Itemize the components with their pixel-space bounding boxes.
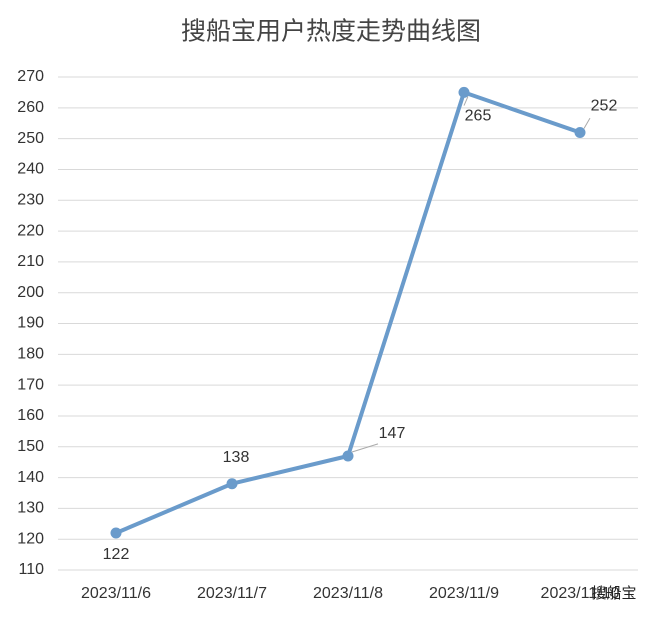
data-label: 265 [465,108,492,125]
y-tick-label: 170 [17,376,44,393]
y-tick-label: 200 [17,284,44,301]
data-point [110,527,122,539]
x-tick-label: 2023/11/9 [429,585,499,602]
y-tick-label: 250 [17,130,44,147]
watermark: 搜船宝 [591,585,636,602]
y-tick-label: 110 [18,561,44,578]
y-tick-label: 160 [17,407,44,424]
y-tick-label: 190 [17,315,44,332]
y-tick-label: 230 [17,191,44,208]
leader-line [583,117,591,129]
data-point [458,86,470,98]
y-tick-label: 210 [17,253,44,270]
data-label: 252 [591,98,618,115]
data-label: 138 [223,449,250,466]
data-point [342,450,354,462]
data-label: 122 [103,546,130,563]
x-tick-label: 2023/11/7 [197,585,267,602]
leader-line [463,96,469,106]
y-tick-label: 150 [17,438,44,455]
y-tick-label: 140 [17,469,44,486]
data-label: 147 [379,425,406,442]
leader-line [351,443,379,453]
chart-title: 搜船宝用户热度走势曲线图 [181,18,481,46]
y-tick-label: 180 [17,346,44,363]
x-tick-label: 2023/11/10 [541,585,620,602]
data-point [226,478,238,490]
x-tick-label: 2023/11/6 [81,585,151,602]
x-tick-label: 2023/11/8 [313,585,383,602]
y-tick-label: 130 [17,500,44,517]
data-point [574,126,586,138]
y-tick-label: 120 [17,530,44,547]
y-tick-label: 270 [17,68,44,85]
y-tick-label: 240 [17,161,44,178]
y-tick-label: 260 [17,99,44,116]
y-tick-label: 220 [17,222,44,239]
